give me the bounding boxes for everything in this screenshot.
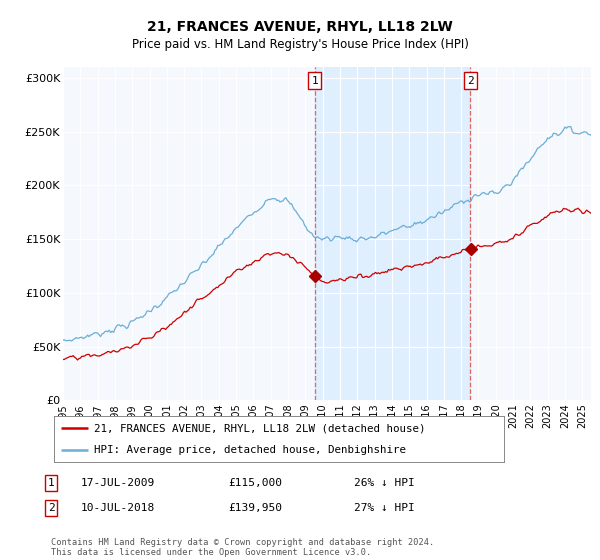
Text: 2: 2 [467, 76, 474, 86]
Text: 21, FRANCES AVENUE, RHYL, LL18 2LW (detached house): 21, FRANCES AVENUE, RHYL, LL18 2LW (deta… [95, 423, 426, 433]
Text: 1: 1 [47, 478, 55, 488]
Text: 17-JUL-2009: 17-JUL-2009 [81, 478, 155, 488]
Text: 21, FRANCES AVENUE, RHYL, LL18 2LW: 21, FRANCES AVENUE, RHYL, LL18 2LW [147, 20, 453, 34]
Text: £115,000: £115,000 [228, 478, 282, 488]
Text: Contains HM Land Registry data © Crown copyright and database right 2024.
This d: Contains HM Land Registry data © Crown c… [51, 538, 434, 557]
Text: 27% ↓ HPI: 27% ↓ HPI [354, 503, 415, 513]
Text: 2: 2 [47, 503, 55, 513]
Text: 10-JUL-2018: 10-JUL-2018 [81, 503, 155, 513]
Text: 26% ↓ HPI: 26% ↓ HPI [354, 478, 415, 488]
Text: Price paid vs. HM Land Registry's House Price Index (HPI): Price paid vs. HM Land Registry's House … [131, 38, 469, 50]
Text: 1: 1 [311, 76, 318, 86]
Bar [315, 67, 470, 400]
Text: HPI: Average price, detached house, Denbighshire: HPI: Average price, detached house, Denb… [95, 445, 407, 455]
Text: £139,950: £139,950 [228, 503, 282, 513]
